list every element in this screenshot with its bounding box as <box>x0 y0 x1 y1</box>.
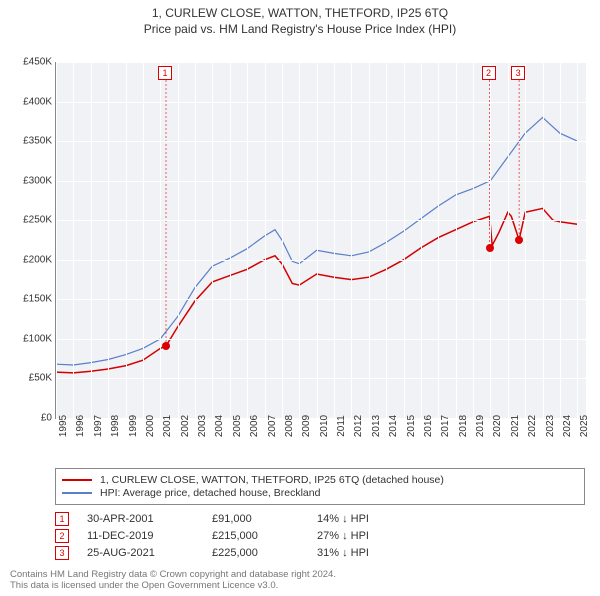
sale-marker-3: 3 <box>511 66 525 80</box>
x-tick-label: 2012 <box>353 415 364 437</box>
y-tick-label: £200K <box>7 254 52 265</box>
sale-date: 30-APR-2001 <box>87 513 212 525</box>
x-tick-label: 2025 <box>579 415 590 437</box>
x-tick-label: 2000 <box>145 415 156 437</box>
x-tick-label: 2014 <box>388 415 399 437</box>
y-tick-label: £450K <box>7 57 52 68</box>
sale-index: 3 <box>55 546 69 560</box>
line-layer <box>56 62 586 418</box>
sale-index: 2 <box>55 529 69 543</box>
sale-diff: 14% ↓ HPI <box>317 513 369 525</box>
chart-title: 1, CURLEW CLOSE, WATTON, THETFORD, IP25 … <box>0 6 600 20</box>
x-tick-label: 2004 <box>214 415 225 437</box>
y-tick-label: £0 <box>7 413 52 424</box>
x-tick-label: 2006 <box>249 415 260 437</box>
sale-index: 1 <box>55 512 69 526</box>
legend-item-hpi: HPI: Average price, detached house, Brec… <box>62 487 578 499</box>
sale-diff: 27% ↓ HPI <box>317 530 369 542</box>
x-tick-label: 2021 <box>510 415 521 437</box>
sale-date: 11-DEC-2019 <box>87 530 212 542</box>
y-tick-label: £300K <box>7 175 52 186</box>
x-tick-label: 2016 <box>423 415 434 437</box>
x-tick-label: 1996 <box>75 415 86 437</box>
sale-diff: 31% ↓ HPI <box>317 547 369 559</box>
x-tick-label: 2023 <box>545 415 556 437</box>
x-tick-label: 2018 <box>458 415 469 437</box>
x-tick-label: 2009 <box>301 415 312 437</box>
sales-table: 1 30-APR-2001£91,00014% ↓ HPI 2 11-DEC-2019… <box>55 509 369 563</box>
x-tick-label: 2010 <box>319 415 330 437</box>
legend-swatch <box>62 479 92 481</box>
sale-row: 2 11-DEC-2019£215,00027% ↓ HPI <box>55 529 369 543</box>
sale-price: £91,000 <box>212 513 317 525</box>
x-tick-label: 2007 <box>267 415 278 437</box>
x-tick-label: 2015 <box>406 415 417 437</box>
footer-attribution: Contains HM Land Registry data © Crown c… <box>10 569 336 592</box>
chart-container: 1, CURLEW CLOSE, WATTON, THETFORD, IP25 … <box>0 6 600 596</box>
x-tick-label: 2011 <box>336 415 347 437</box>
y-tick-label: £250K <box>7 215 52 226</box>
x-tick-label: 2008 <box>284 415 295 437</box>
legend: 1, CURLEW CLOSE, WATTON, THETFORD, IP25 … <box>55 468 585 505</box>
x-tick-label: 2013 <box>371 415 382 437</box>
sale-row: 3 25-AUG-2021£225,00031% ↓ HPI <box>55 546 369 560</box>
sale-marker-1: 1 <box>158 66 172 80</box>
y-tick-label: £50K <box>7 373 52 384</box>
plot-area <box>55 62 586 419</box>
x-tick-label: 2005 <box>232 415 243 437</box>
x-tick-label: 1999 <box>128 415 139 437</box>
x-tick-label: 2002 <box>180 415 191 437</box>
x-tick-label: 2024 <box>562 415 573 437</box>
sale-point-2 <box>486 244 494 252</box>
x-tick-label: 2017 <box>440 415 451 437</box>
legend-item-price-paid: 1, CURLEW CLOSE, WATTON, THETFORD, IP25 … <box>62 474 578 486</box>
x-tick-label: 2020 <box>492 415 503 437</box>
y-tick-label: £100K <box>7 333 52 344</box>
sale-row: 1 30-APR-2001£91,00014% ↓ HPI <box>55 512 369 526</box>
y-tick-label: £400K <box>7 96 52 107</box>
sale-date: 25-AUG-2021 <box>87 547 212 559</box>
sale-price: £215,000 <box>212 530 317 542</box>
x-tick-label: 1997 <box>93 415 104 437</box>
legend-swatch <box>62 492 92 494</box>
chart-subtitle: Price paid vs. HM Land Registry's House … <box>0 22 600 36</box>
y-tick-label: £350K <box>7 136 52 147</box>
x-tick-label: 2003 <box>197 415 208 437</box>
x-tick-label: 1995 <box>58 415 69 437</box>
legend-label: 1, CURLEW CLOSE, WATTON, THETFORD, IP25 … <box>100 474 444 486</box>
x-tick-label: 1998 <box>110 415 121 437</box>
x-tick-label: 2019 <box>475 415 486 437</box>
legend-label: HPI: Average price, detached house, Brec… <box>100 487 320 499</box>
sale-point-1 <box>162 342 170 350</box>
x-tick-label: 2001 <box>162 415 173 437</box>
footer-line: This data is licensed under the Open Gov… <box>10 580 336 591</box>
footer-line: Contains HM Land Registry data © Crown c… <box>10 569 336 580</box>
sale-price: £225,000 <box>212 547 317 559</box>
sale-marker-2: 2 <box>482 66 496 80</box>
x-tick-label: 2022 <box>527 415 538 437</box>
y-tick-label: £150K <box>7 294 52 305</box>
